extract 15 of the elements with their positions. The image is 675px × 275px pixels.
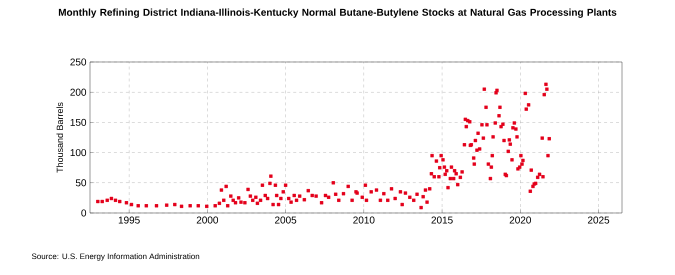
y-tick-label: 250 [70,58,86,66]
x-tick-label: 2000 [196,216,218,224]
x-tick-label: 2005 [275,216,296,224]
y-tick-label: 50 [76,179,86,186]
y-axis-title: Thousand Barrels [56,102,64,173]
x-tick-label: 2015 [431,216,453,224]
chart-title: Monthly Refining District Indiana-Illinois-Kentucky Normal Butane-Butylene Stocks at Natural Gas Processing Plants [58,8,616,18]
x-tick-label: 1995 [118,216,140,224]
x-tick-label: 2010 [353,216,375,224]
y-tick-label: 0 [81,209,86,217]
x-tick-label: 2025 [588,216,610,224]
y-tick-label: 200 [70,88,86,96]
y-tick-label: 100 [70,149,86,156]
x-tick-label: 2020 [510,216,531,224]
y-tick-label: 150 [70,118,86,126]
